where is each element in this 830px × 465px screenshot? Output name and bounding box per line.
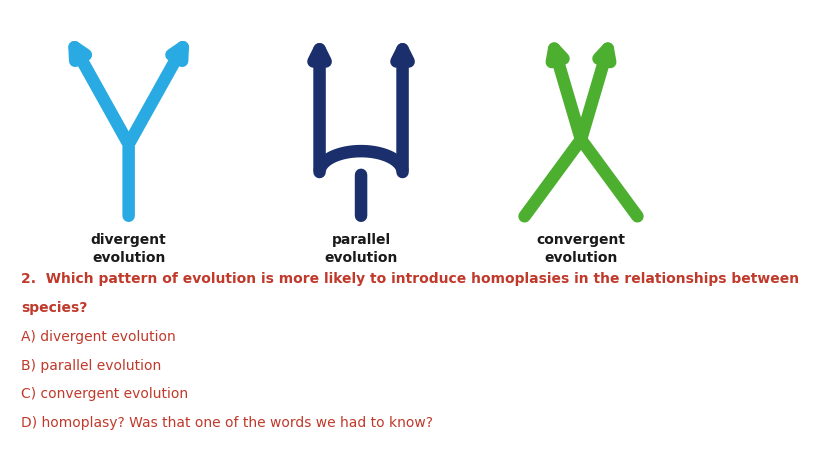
Text: A) divergent evolution: A) divergent evolution [21, 330, 175, 344]
Text: convergent
evolution: convergent evolution [536, 232, 626, 265]
Text: 2.  Which pattern of evolution is more likely to introduce homoplasies in the re: 2. Which pattern of evolution is more li… [21, 272, 798, 286]
Text: D) homoplasy? Was that one of the words we had to know?: D) homoplasy? Was that one of the words … [21, 416, 432, 430]
Text: C) convergent evolution: C) convergent evolution [21, 387, 188, 401]
Text: species?: species? [21, 301, 87, 315]
Text: B) parallel evolution: B) parallel evolution [21, 359, 161, 372]
Text: divergent
evolution: divergent evolution [90, 232, 167, 265]
Text: parallel
evolution: parallel evolution [325, 232, 398, 265]
